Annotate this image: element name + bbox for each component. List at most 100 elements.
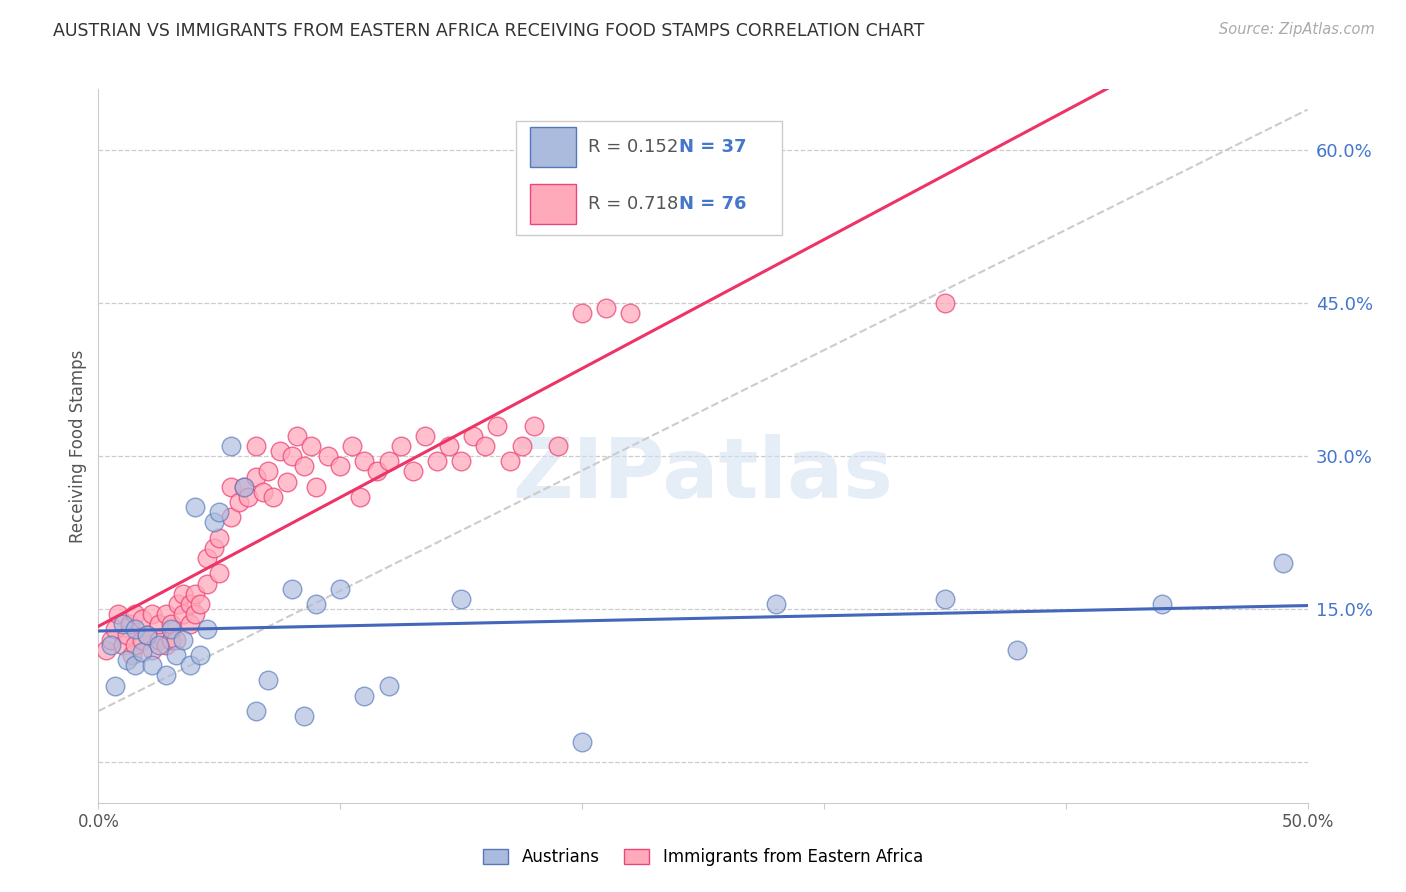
Point [245, 704, 267, 718]
Point [221, 510, 243, 524]
Point [228, 495, 250, 509]
Point [486, 418, 509, 433]
Point [165, 648, 187, 662]
Point [124, 638, 146, 652]
Point [111, 617, 134, 632]
Point [141, 607, 163, 622]
Point [377, 454, 399, 468]
Point [155, 668, 177, 682]
Point [269, 444, 291, 458]
Point [281, 582, 304, 596]
Point [571, 306, 593, 320]
Point [179, 617, 201, 632]
Point [204, 516, 226, 530]
Point [285, 429, 308, 443]
Point [135, 627, 157, 641]
Point [292, 709, 315, 723]
Legend: Austrians, Immigrants from Eastern Africa: Austrians, Immigrants from Eastern Afric… [477, 842, 929, 873]
Point [595, 301, 617, 316]
Point [107, 607, 129, 622]
Point [172, 607, 194, 622]
Point [195, 551, 218, 566]
Text: ZIPatlas: ZIPatlas [513, 434, 893, 515]
Point [437, 439, 460, 453]
Point [184, 607, 207, 622]
Point [165, 632, 187, 647]
Point [245, 439, 267, 453]
Point [131, 632, 153, 647]
Point [167, 597, 190, 611]
Point [100, 632, 122, 647]
Point [195, 576, 218, 591]
Point [292, 459, 315, 474]
FancyBboxPatch shape [516, 121, 782, 235]
Point [765, 597, 787, 611]
Point [124, 623, 146, 637]
Point [498, 454, 520, 468]
Point [474, 439, 496, 453]
Text: R = 0.718: R = 0.718 [588, 195, 696, 213]
Point [160, 623, 183, 637]
FancyBboxPatch shape [530, 128, 576, 167]
Point [450, 454, 472, 468]
Point [141, 658, 163, 673]
Point [111, 638, 134, 652]
Point [188, 597, 211, 611]
Point [135, 627, 157, 641]
Point [256, 465, 278, 479]
Point [426, 454, 449, 468]
Point [1007, 643, 1029, 657]
Text: AUSTRIAN VS IMMIGRANTS FROM EASTERN AFRICA RECEIVING FOOD STAMPS CORRELATION CHA: AUSTRIAN VS IMMIGRANTS FROM EASTERN AFRI… [53, 22, 925, 40]
Point [299, 439, 322, 453]
Point [148, 638, 170, 652]
Point [1272, 556, 1295, 570]
Point [195, 623, 218, 637]
Point [463, 429, 485, 443]
Point [366, 465, 388, 479]
Point [188, 648, 211, 662]
Point [934, 296, 956, 310]
Point [104, 679, 127, 693]
Point [262, 490, 284, 504]
Point [329, 582, 352, 596]
Point [256, 673, 278, 688]
Point [342, 439, 364, 453]
Point [510, 439, 533, 453]
Point [148, 632, 170, 647]
Point [547, 439, 569, 453]
Point [204, 541, 226, 555]
Point [160, 617, 183, 632]
Point [305, 597, 328, 611]
Y-axis label: Receiving Food Stamps: Receiving Food Stamps [69, 350, 87, 542]
Point [160, 632, 183, 647]
Point [281, 449, 304, 463]
Point [172, 632, 194, 647]
Text: Source: ZipAtlas.com: Source: ZipAtlas.com [1219, 22, 1375, 37]
Point [238, 490, 260, 504]
Point [329, 459, 352, 474]
Point [353, 454, 375, 468]
Point [179, 658, 201, 673]
Point [221, 480, 243, 494]
Point [155, 607, 177, 622]
Point [232, 480, 254, 494]
Point [118, 617, 141, 632]
Point [155, 638, 177, 652]
Point [619, 306, 641, 320]
Point [571, 734, 593, 748]
Point [104, 623, 127, 637]
Point [252, 484, 274, 499]
Point [100, 638, 122, 652]
Point [184, 500, 207, 515]
Point [121, 648, 143, 662]
Point [208, 566, 231, 581]
Point [221, 439, 243, 453]
Point [305, 480, 328, 494]
Point [276, 475, 298, 489]
Text: N = 76: N = 76 [679, 195, 747, 213]
Point [124, 607, 146, 622]
Point [1152, 597, 1174, 611]
Text: R = 0.152: R = 0.152 [588, 138, 696, 156]
Point [208, 505, 231, 519]
Point [208, 531, 231, 545]
